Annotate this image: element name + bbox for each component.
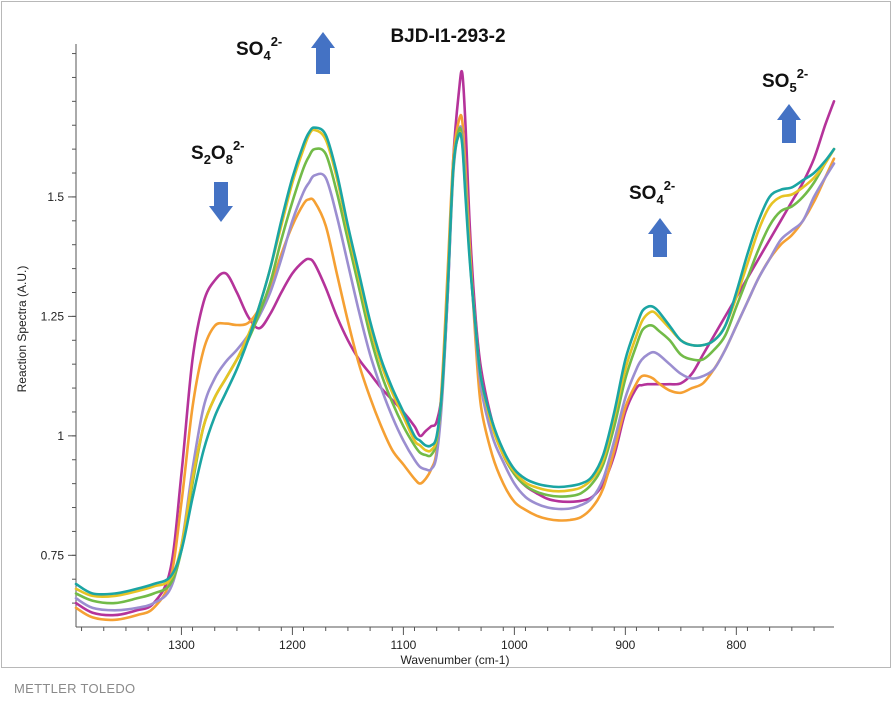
svg-text:SO52-: SO52-	[762, 66, 808, 95]
x-tick-label: 900	[615, 638, 635, 652]
arrow-up-icon	[311, 32, 335, 74]
x-tick-label: 1300	[168, 638, 195, 652]
axis-ticks: 0.75 1 1.25 1.5 1300 1200 1100 1000 900 800	[41, 53, 815, 652]
x-axis-label: Wavenumber (cm-1)	[401, 653, 510, 667]
annotation-so4-right: SO42-	[629, 178, 675, 257]
chart-title: BJD-I1-293-2	[390, 26, 505, 47]
footer-brand: METTLER TOLEDO	[14, 681, 136, 696]
series-line-3	[74, 125, 836, 612]
x-tick-label: 1000	[501, 638, 528, 652]
series-line-6	[74, 126, 836, 596]
x-tick-label: 800	[726, 638, 746, 652]
svg-text:S2O82-: S2O82-	[191, 138, 245, 167]
arrow-up-icon	[777, 104, 801, 143]
annotation-s2o8: S2O82-	[191, 138, 245, 222]
y-tick-label: 1.5	[47, 190, 64, 204]
arrow-down-icon	[209, 182, 233, 222]
svg-text:SO42-: SO42-	[236, 34, 282, 63]
annotation-so4-left: SO42-	[236, 32, 335, 74]
x-tick-label: 1200	[279, 638, 306, 652]
spectra-lines	[74, 70, 836, 622]
annotation-so5: SO52-	[762, 66, 808, 143]
y-axis-label: Reaction Spectra (A.U.)	[15, 266, 29, 393]
series-line-4	[74, 126, 836, 605]
chart-frame: 0.75 1 1.25 1.5 1300 1200 1100 1000 900 800 BJD-I…	[1, 1, 891, 668]
y-tick-label: 1.25	[41, 309, 65, 323]
y-tick-label: 1	[57, 429, 64, 443]
svg-text:SO42-: SO42-	[629, 178, 675, 207]
series-line-5	[74, 128, 836, 598]
y-tick-label: 0.75	[41, 548, 65, 562]
spectra-chart: 0.75 1 1.25 1.5 1300 1200 1100 1000 900 800 BJD-I…	[15, 26, 836, 667]
series-line-2	[74, 113, 836, 622]
arrow-up-icon	[648, 218, 672, 257]
x-tick-label: 1100	[390, 638, 416, 652]
